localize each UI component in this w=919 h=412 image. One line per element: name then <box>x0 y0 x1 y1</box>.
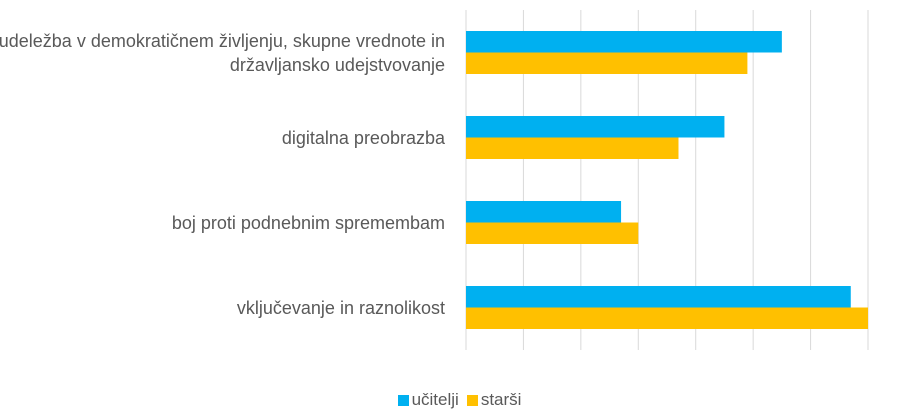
y-tick-label: vključevanje in raznolikost <box>236 297 445 318</box>
bar <box>466 52 748 74</box>
bar <box>466 307 868 329</box>
legend-label: učitelji <box>411 390 459 409</box>
legend-swatch <box>466 395 478 406</box>
bar <box>466 222 639 244</box>
bar <box>466 31 782 53</box>
y-tick-label: digitalna preobrazba <box>281 127 445 148</box>
bar <box>466 286 851 308</box>
y-tick-label: boj proti podnebnim spremembam <box>171 212 445 233</box>
bar <box>466 137 679 159</box>
legend-swatch <box>397 395 409 406</box>
legend-item: učitelji <box>397 390 459 410</box>
legend-item: starši <box>466 390 522 410</box>
y-tick-label: udeležba v demokratičnem življenju, skup… <box>0 30 445 75</box>
bar <box>466 201 622 223</box>
legend: učitelji starši <box>0 390 919 410</box>
bar <box>466 116 725 138</box>
legend-label: starši <box>480 390 522 409</box>
